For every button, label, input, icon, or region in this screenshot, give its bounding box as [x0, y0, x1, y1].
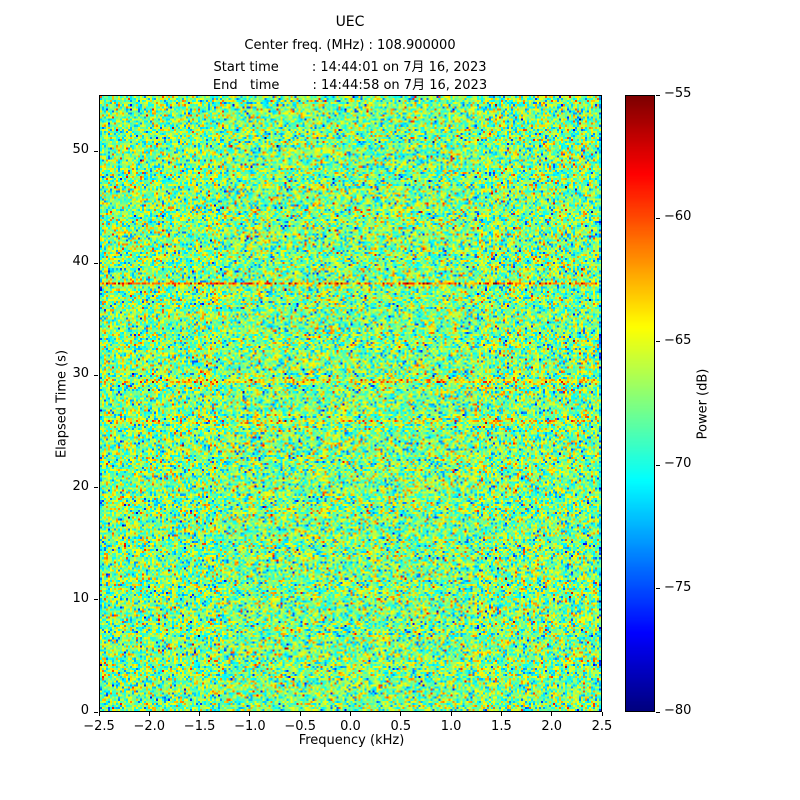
- x-tick: [249, 712, 251, 716]
- end-time-line: End time : 14:44:58 on 7月 16, 2023: [212, 78, 488, 93]
- y-tick: [94, 150, 98, 152]
- x-tick: [500, 712, 502, 716]
- x-tick-label: −2.5: [83, 719, 115, 734]
- colorbar: [625, 95, 655, 712]
- y-tick-label: 40: [72, 254, 89, 270]
- colorbar-tick: [656, 94, 660, 96]
- y-tick-label: 30: [72, 366, 89, 382]
- colorbar-tick-label: −65: [664, 332, 692, 348]
- colorbar-tick: [656, 588, 660, 590]
- x-tick: [199, 712, 201, 716]
- x-tick-label: 1.5: [491, 719, 512, 734]
- x-tick-label: −1.5: [183, 719, 216, 734]
- colorbar-tick: [656, 341, 660, 343]
- colorbar-tick-label: −80: [664, 703, 692, 718]
- y-tick: [94, 487, 98, 489]
- spectrogram-heatmap: [100, 96, 601, 711]
- x-tick: [450, 712, 452, 716]
- y-tick-label: 20: [72, 478, 89, 494]
- colorbar-tick: [656, 464, 660, 466]
- x-tick: [400, 712, 402, 716]
- x-tick-label: −2.0: [133, 719, 166, 734]
- x-tick: [551, 712, 553, 716]
- colorbar-tick-label: −60: [664, 209, 692, 225]
- y-tick-label: 10: [72, 590, 89, 606]
- x-tick-label: 2.5: [591, 719, 613, 734]
- x-tick-label: −0.5: [284, 719, 316, 734]
- y-tick: [94, 374, 98, 376]
- x-tick-label: 0.5: [390, 719, 412, 734]
- start-time-line: Start time : 14:44:01 on 7月 16, 2023: [213, 60, 487, 75]
- x-tick: [601, 712, 603, 716]
- x-tick-label: 0.0: [340, 719, 361, 734]
- plot-area: [99, 95, 602, 712]
- center-freq-line: Center freq. (MHz) : 108.900000: [244, 38, 456, 53]
- colorbar-tick-label: −55: [664, 86, 692, 101]
- plot-title: UEC: [335, 14, 365, 30]
- colorbar-tick: [656, 711, 660, 713]
- x-tick: [148, 712, 150, 716]
- colorbar-tick-label: −70: [664, 456, 692, 472]
- y-tick-label: 0: [80, 703, 89, 718]
- x-tick: [350, 712, 351, 716]
- y-tick-label: 50: [72, 142, 89, 158]
- y-tick: [94, 262, 98, 264]
- x-tick: [98, 712, 100, 716]
- x-tick-label: 2.0: [541, 719, 563, 734]
- colorbar-label: Power (dB): [695, 368, 711, 440]
- colorbar-tick-label: −75: [664, 579, 692, 595]
- x-tick-label: −1.0: [234, 719, 266, 734]
- colorbar-gradient: [626, 96, 654, 711]
- x-axis-label: Frequency (kHz): [298, 733, 405, 748]
- colorbar-tick: [656, 217, 660, 219]
- x-tick-label: 1.0: [440, 719, 462, 734]
- y-tick: [94, 711, 98, 713]
- y-tick: [94, 599, 98, 601]
- x-tick: [299, 712, 301, 716]
